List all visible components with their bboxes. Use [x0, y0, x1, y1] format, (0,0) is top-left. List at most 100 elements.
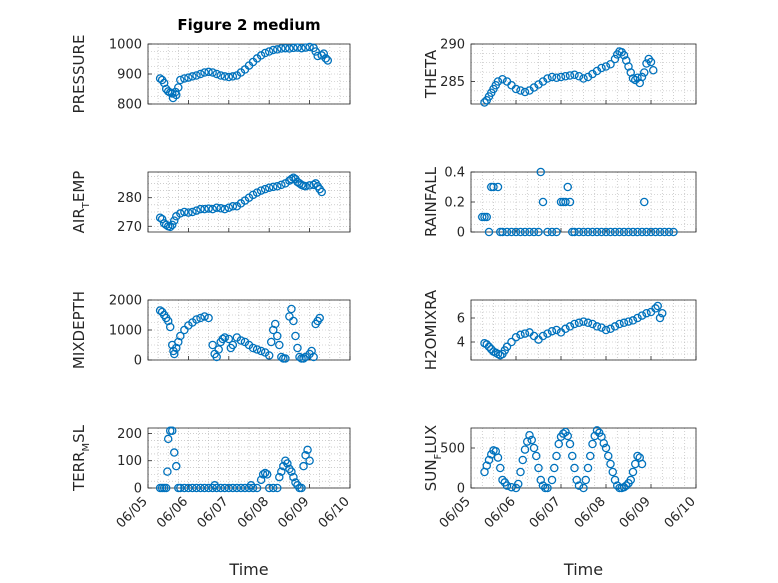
data-point [581, 475, 591, 485]
data-point [583, 318, 593, 328]
data-point [586, 451, 595, 461]
data-point [192, 206, 201, 215]
subplot-pressure: 800 900 1000 PRESSURE Figure 2 medium [70, 16, 351, 114]
data-point [606, 459, 615, 469]
data-point [534, 463, 543, 473]
data-point [520, 87, 530, 97]
data-point [628, 316, 638, 325]
data-point [658, 308, 667, 318]
data-point [532, 451, 541, 461]
data-point [653, 301, 663, 311]
data-point [543, 483, 552, 493]
data-point [283, 459, 292, 468]
data-point [248, 343, 258, 353]
data-point [482, 340, 491, 349]
data-point [248, 483, 258, 493]
data-point [516, 227, 525, 237]
data-point [305, 456, 314, 465]
data-point [305, 42, 314, 52]
y-axis-label: THETA [422, 49, 440, 99]
data-point [301, 182, 310, 191]
y-tick-label: 4 [457, 336, 465, 351]
data-point [570, 319, 579, 329]
x-tick-label: 06/06 [482, 494, 519, 531]
data-point [208, 340, 217, 350]
data-point [176, 75, 185, 85]
subplot-terr-msl: 0 100 200 06/05 06/06 06/07 06/08 06/09 06/10 Tim… [70, 424, 353, 579]
data-point [637, 459, 647, 469]
data-point [642, 59, 651, 68]
axes-box [470, 43, 697, 105]
data-point [588, 319, 597, 329]
data-point [220, 483, 230, 493]
data-point [511, 332, 521, 342]
data-point [583, 463, 593, 473]
data-point [273, 45, 282, 54]
data-point [520, 445, 530, 454]
data-point [498, 475, 507, 485]
y-axis-label: MIXDEPTH [70, 291, 88, 369]
data-point [588, 227, 597, 237]
data-point [258, 470, 268, 479]
x-tick-label: 06/05 [114, 494, 151, 531]
data-point [301, 43, 310, 52]
data-point [601, 227, 611, 237]
data-point [606, 60, 615, 69]
data-point [167, 426, 177, 435]
data-point [180, 207, 189, 217]
y-tick-label: 0.4 [444, 166, 465, 181]
data-point [626, 475, 636, 485]
y-tick-label: 0 [457, 482, 465, 497]
data-point [574, 227, 584, 237]
data-point [297, 483, 306, 493]
data-point [547, 475, 557, 485]
data-point [275, 340, 284, 350]
data-point [317, 187, 326, 197]
data-point [264, 483, 274, 493]
data-point [228, 202, 238, 211]
x-tick-label: 06/08 [235, 494, 272, 531]
data-point [484, 455, 494, 465]
data-point [570, 70, 579, 80]
y-tick-label: 0 [457, 226, 465, 241]
data-point [482, 461, 491, 470]
data-point [516, 467, 525, 477]
data-point [511, 84, 521, 94]
data-point [516, 86, 525, 95]
data-point [192, 483, 201, 493]
data-point [628, 74, 638, 83]
y-tick-label: 290 [440, 38, 465, 53]
data-point [285, 312, 294, 321]
y-axis-label: PRESSURE [70, 35, 88, 114]
data-point [281, 43, 290, 53]
data-point [172, 90, 181, 100]
data-point [214, 345, 223, 354]
y-tick-label: 280 [117, 191, 142, 206]
data-point [262, 470, 272, 479]
y-tick-label: 800 [117, 98, 142, 113]
data-point [493, 453, 503, 462]
data-point [188, 72, 197, 81]
data-point [208, 204, 217, 214]
data-point [293, 43, 302, 52]
data-point [224, 72, 234, 82]
data-point [212, 203, 221, 212]
data-point [637, 311, 647, 320]
data-point [624, 317, 633, 326]
x-tick-label: 06/06 [154, 494, 191, 531]
data-point [216, 483, 225, 493]
data-point [556, 72, 566, 82]
data-point [570, 463, 579, 473]
axes-box [470, 299, 697, 361]
data-point [165, 322, 175, 332]
data-point [601, 325, 611, 335]
data-point [484, 227, 494, 237]
data-point [547, 72, 557, 82]
data-point [547, 227, 557, 237]
y-tick-label: 0.2 [444, 196, 465, 211]
data-point [563, 431, 573, 441]
data-point [568, 451, 577, 461]
data-point [615, 227, 624, 237]
